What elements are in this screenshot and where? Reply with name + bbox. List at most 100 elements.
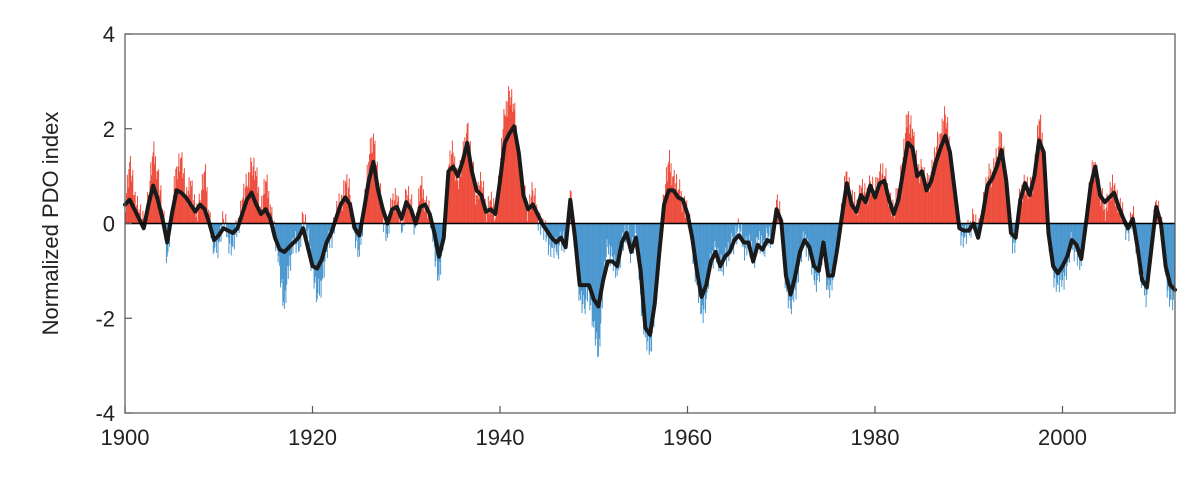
- pdo-bar: [755, 223, 757, 238]
- pdo-bar: [768, 223, 770, 237]
- pdo-bar: [526, 221, 528, 224]
- pdo-bar: [682, 199, 684, 224]
- pdo-bar: [904, 133, 906, 224]
- pdo-bar: [517, 148, 519, 224]
- pdo-bar: [1001, 133, 1003, 224]
- pdo-bar: [451, 154, 453, 224]
- pdo-bar: [555, 223, 557, 252]
- pdo-bar: [727, 223, 729, 243]
- pdo-bar: [944, 106, 946, 224]
- pdo-bar: [613, 223, 615, 263]
- pdo-bar: [1032, 193, 1034, 224]
- pdo-bar: [876, 192, 878, 224]
- pdo-bar: [344, 180, 346, 224]
- pdo-bar: [317, 223, 319, 294]
- pdo-bar: [754, 223, 756, 253]
- pdo-bar: [176, 179, 178, 224]
- pdo-bar: [724, 223, 726, 257]
- pdo-bar: [810, 223, 812, 251]
- pdo-bar: [751, 223, 753, 241]
- pdo-bar: [579, 223, 581, 295]
- pdo-bar: [1172, 223, 1174, 300]
- pdo-bar: [986, 193, 988, 224]
- pdo-bar: [990, 168, 992, 224]
- pdo-bar: [997, 146, 999, 224]
- pdo-bar: [766, 223, 768, 233]
- pdo-bar: [875, 176, 877, 224]
- pdo-bar: [511, 88, 513, 224]
- pdo-bar: [1021, 184, 1023, 224]
- pdo-bar: [588, 223, 590, 290]
- pdo-bar: [328, 223, 330, 231]
- pdo-bar: [590, 223, 592, 301]
- pdo-bar: [228, 223, 230, 254]
- pdo-bar: [670, 163, 672, 224]
- pdo-bar: [792, 223, 794, 286]
- pdo-bar: [592, 223, 594, 322]
- pdo-bar: [308, 223, 310, 253]
- pdo-bar: [1066, 223, 1068, 267]
- pdo-bar: [537, 214, 538, 224]
- pdo-bar: [623, 223, 625, 238]
- pdo-bar: [205, 191, 207, 224]
- pdo-bar: [327, 223, 329, 245]
- pdo-bar: [747, 223, 749, 244]
- pdo-bar: [612, 223, 613, 257]
- pdo-bar: [651, 223, 653, 333]
- pdo-bar: [282, 223, 284, 306]
- pdo-bar: [230, 223, 232, 256]
- pdo-bar: [909, 124, 911, 224]
- pdo-bar: [340, 194, 342, 224]
- pdo-bar: [376, 165, 378, 224]
- pdo-bar: [471, 166, 473, 224]
- pdo-bar: [1060, 223, 1062, 268]
- pdo-bar: [903, 138, 905, 224]
- pdo-bar: [276, 223, 278, 245]
- pdo-bar: [1109, 182, 1111, 224]
- pdo-bar: [680, 190, 682, 224]
- pdo-bar: [1090, 174, 1092, 224]
- pdo-bar: [1056, 223, 1058, 283]
- pdo-bar: [1065, 223, 1067, 280]
- pdo-bar: [626, 223, 628, 233]
- pdo-bar: [739, 223, 741, 240]
- pdo-bar: [1033, 178, 1035, 224]
- pdo-bar: [512, 112, 513, 224]
- pdo-bar: [756, 223, 758, 254]
- pdo-bar: [943, 120, 945, 224]
- pdo-bar: [710, 223, 712, 262]
- pdo-bar: [743, 223, 745, 248]
- pdo-bar: [365, 201, 367, 224]
- pdo-bar: [865, 199, 867, 224]
- pdo-bar: [1133, 206, 1135, 224]
- pdo-bar: [309, 223, 311, 247]
- pdo-bar: [912, 135, 914, 224]
- pdo-bar: [826, 223, 828, 286]
- pdo-bar: [998, 131, 1000, 224]
- pdo-bar: [197, 207, 199, 224]
- pdo-bar: [819, 223, 821, 267]
- pdo-bar: [297, 223, 299, 236]
- pdo-bar: [827, 223, 829, 290]
- pdo-bar: [387, 223, 388, 238]
- pdo-bar: [807, 223, 809, 239]
- pdo-bar: [729, 223, 731, 247]
- pdo-bar: [229, 223, 231, 234]
- pdo-bar: [606, 223, 608, 240]
- pdo-bar: [601, 223, 603, 301]
- pdo-bar: [929, 177, 931, 224]
- pdo-bar: [291, 223, 293, 239]
- pdo-bar: [492, 206, 494, 224]
- pdo-bar: [375, 168, 377, 224]
- pdo-bar: [1075, 223, 1077, 242]
- pdo-bar: [617, 223, 619, 256]
- pdo-bar: [669, 150, 671, 224]
- pdo-bar: [750, 223, 752, 250]
- pdo-bar: [222, 218, 224, 224]
- pdo-bar: [209, 211, 211, 224]
- pdo-bar: [1057, 223, 1059, 286]
- pdo-bar: [1071, 223, 1073, 243]
- pdo-bar: [1089, 195, 1091, 224]
- pdo-bar: [477, 181, 479, 224]
- pdo-bar: [407, 195, 409, 224]
